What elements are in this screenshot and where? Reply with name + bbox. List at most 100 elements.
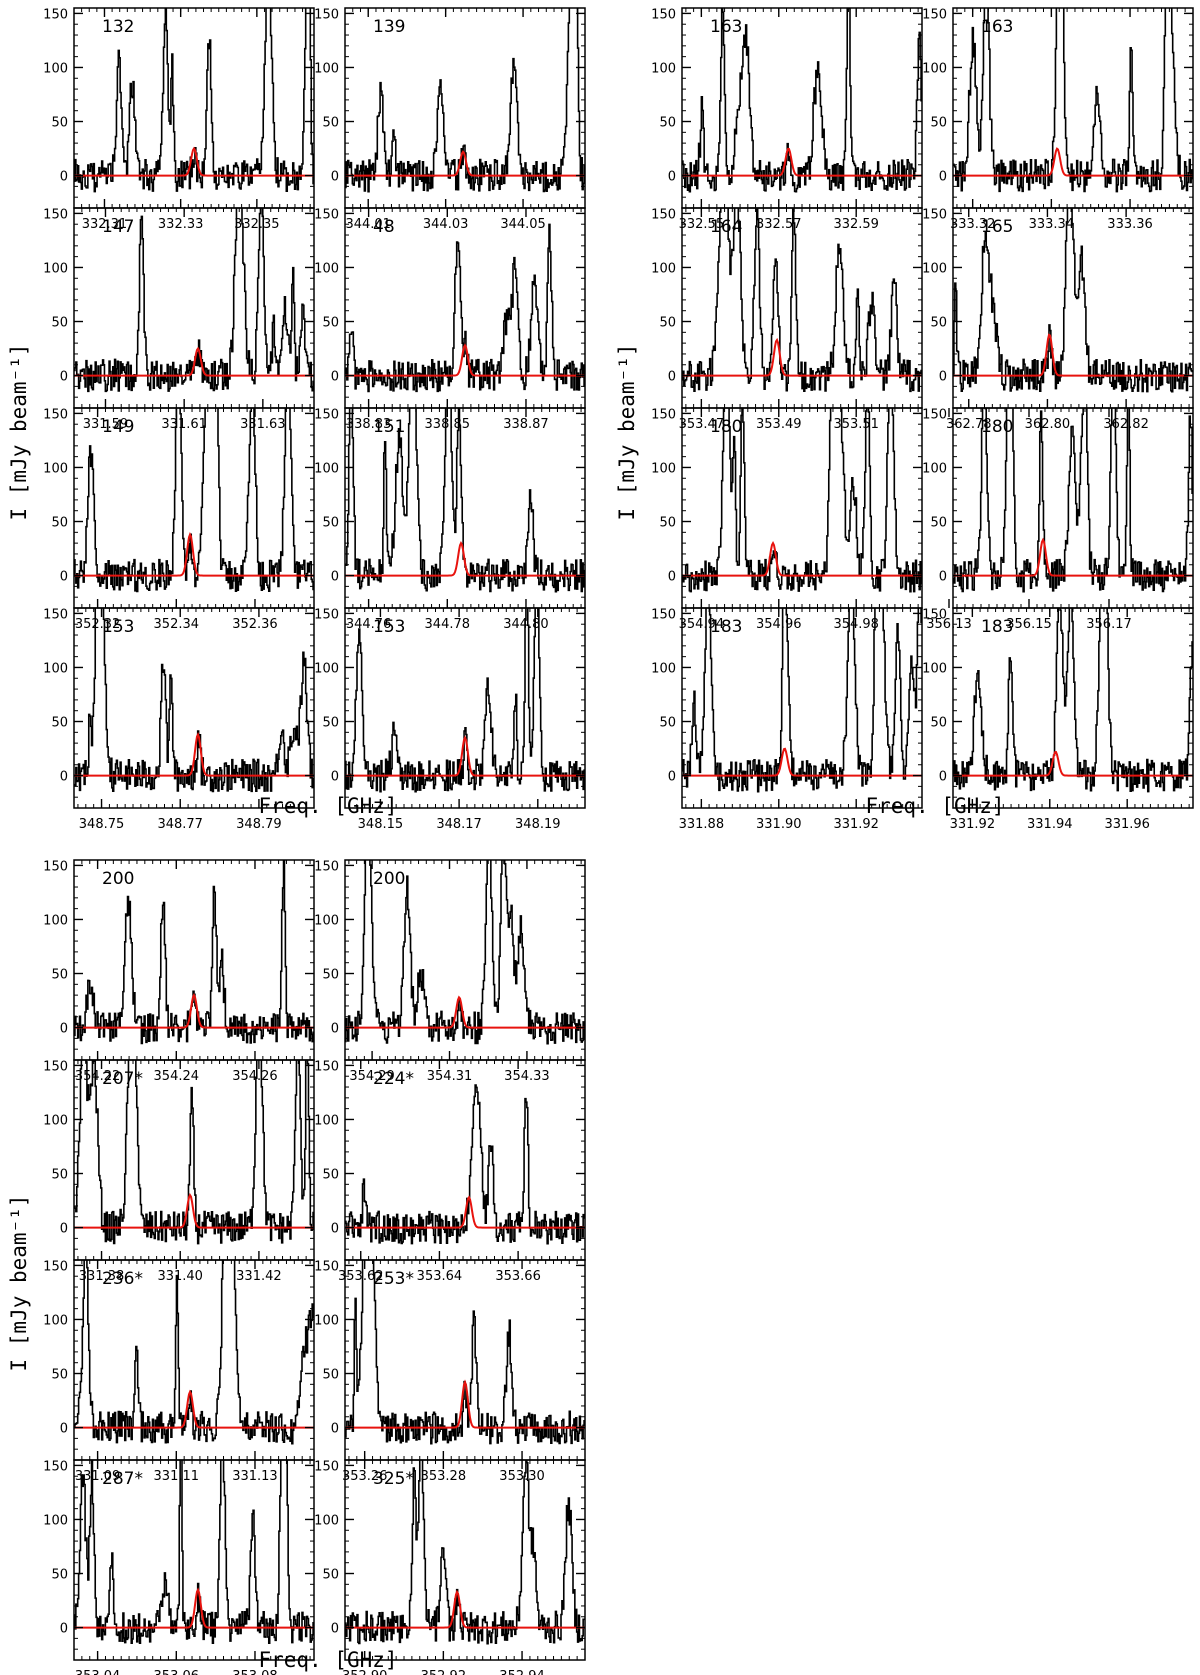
y-tick-label: 0: [331, 1022, 339, 1037]
x-tick-label: 331.38: [79, 1269, 125, 1284]
x-tick-label: 353.62: [338, 1269, 384, 1284]
y-axis-label-group-c: I [mJy beam⁻¹]: [7, 1194, 31, 1371]
model-line-fit: [953, 750, 1193, 777]
panel-source-label: 180: [981, 417, 1013, 437]
y-tick-label: 50: [51, 1368, 68, 1383]
y-tick-label: 0: [60, 1022, 68, 1037]
y-tick-label: 0: [60, 1222, 68, 1237]
y-tick-label: 100: [314, 461, 339, 476]
spectrum-panel-13: 0 50 100 150 348.75 348.77 348.79 153: [43, 607, 315, 832]
y-tick-label: 0: [331, 770, 339, 785]
y-tick-label: 150: [314, 607, 339, 622]
observed-spectrum: [345, 608, 585, 793]
y-tick-label: 150: [314, 859, 339, 874]
model-line-fit: [682, 147, 922, 177]
y-tick-label: 100: [43, 1313, 68, 1328]
observed-spectrum: [682, 8, 922, 193]
y-tick-label: 0: [331, 370, 339, 385]
y-tick-label: 100: [43, 461, 68, 476]
panel-source-label: 325*: [373, 1469, 414, 1489]
y-axis-label-group-a: I [mJy beam⁻¹]: [7, 343, 31, 520]
x-tick-label: 331.90: [756, 817, 802, 832]
spectrum-panel-18: 0 50 100 150 354.29 354.31 354.33 200: [314, 859, 586, 1084]
y-tick-label: 50: [659, 116, 676, 131]
panel-source-label: 183: [981, 617, 1013, 637]
x-tick-label: 352.36: [232, 617, 278, 632]
x-tick-label: 348.79: [236, 817, 282, 832]
panel-frame: [73, 207, 315, 409]
x-tick-label: 331.59: [83, 417, 128, 432]
model-line-fit: [74, 1389, 314, 1429]
x-tick-label: 352.32: [75, 617, 121, 632]
x-tick-label: 331.88: [679, 817, 725, 832]
x-axis-label-group-c: Freq. [GHz]: [258, 1648, 397, 1672]
y-tick-label: 150: [43, 1259, 68, 1274]
x-tick-label: 344.01: [345, 217, 391, 232]
y-tick-label: 50: [930, 716, 947, 731]
model-line-fit: [345, 1195, 585, 1229]
panel-source-label: 200: [373, 869, 405, 889]
panel-source-label: 200: [102, 869, 134, 889]
x-tick-label: 354.98: [833, 617, 879, 632]
observed-spectrum: [682, 408, 922, 593]
y-tick-label: 100: [922, 461, 947, 476]
panel-source-label: 153: [373, 617, 405, 637]
x-tick-label: 344.03: [423, 217, 469, 232]
y-tick-label: 0: [939, 770, 947, 785]
y-tick-label: 0: [939, 170, 947, 185]
x-tick-label: 354.26: [232, 1069, 278, 1084]
model-line-fit: [345, 541, 585, 577]
y-tick-label: 150: [922, 407, 947, 422]
y-tick-label: 150: [314, 207, 339, 222]
y-tick-label: 150: [651, 407, 676, 422]
panel-source-label: 147: [102, 217, 134, 237]
x-tick-label: 352.94: [499, 1669, 545, 1675]
spectrum-panel-2: 0 50 100 150 344.01 344.03 344.05 139: [314, 7, 586, 232]
x-tick-label: 331.11: [154, 1469, 200, 1484]
y-tick-label: 0: [60, 770, 68, 785]
y-tick-label: 0: [331, 570, 339, 585]
y-tick-label: 50: [659, 316, 676, 331]
x-tick-label: 353.47: [679, 417, 725, 432]
observed-spectrum: [345, 408, 585, 593]
observed-spectrum: [345, 8, 585, 193]
model-line-fit: [345, 735, 585, 777]
model-line-fit: [953, 333, 1193, 377]
y-tick-label: 50: [659, 516, 676, 531]
x-tick-label: 348.19: [515, 817, 561, 832]
y-tick-label: 0: [60, 170, 68, 185]
panel-source-label: 164: [710, 217, 742, 237]
spectrum-panel-23: 0 50 100 150 353.04 353.06 353.08 287*: [43, 1459, 315, 1675]
spectrum-panel-5: 0 50 100 150 331.59 331.61 331.63 147: [43, 207, 315, 432]
panel-source-label: 163: [981, 17, 1013, 37]
model-line-fit: [345, 343, 585, 377]
model-line-fit: [345, 1589, 585, 1629]
x-tick-label: 332.35: [234, 217, 280, 232]
x-tick-label: 356.17: [1086, 617, 1132, 632]
spectrum-panel-6: 0 50 100 150 338.83 338.85 338.87 48: [314, 207, 586, 432]
y-tick-label: 0: [331, 1422, 339, 1437]
panel-frame: [344, 1459, 586, 1661]
x-tick-label: 354.94: [679, 617, 725, 632]
y-tick-label: 0: [60, 1622, 68, 1637]
x-tick-label: 338.87: [503, 417, 549, 432]
x-tick-label: 348.75: [79, 817, 125, 832]
x-tick-label: 331.92: [950, 817, 996, 832]
x-tick-label: 352.34: [154, 617, 200, 632]
y-tick-label: 50: [322, 1168, 339, 1183]
x-tick-label: 331.09: [75, 1469, 121, 1484]
y-tick-label: 0: [60, 570, 68, 585]
y-tick-label: 50: [51, 1168, 68, 1183]
x-tick-label: 332.31: [82, 217, 128, 232]
observed-spectrum: [345, 1260, 585, 1445]
y-tick-label: 50: [322, 116, 339, 131]
y-axis-label-group-b: I [mJy beam⁻¹]: [615, 343, 639, 520]
y-tick-label: 0: [331, 1622, 339, 1637]
panel-frame: [73, 607, 315, 809]
x-tick-label: 353.51: [833, 417, 879, 432]
y-tick-label: 0: [331, 1222, 339, 1237]
model-line-fit: [953, 537, 1193, 577]
panel-source-label: 165: [981, 217, 1013, 237]
